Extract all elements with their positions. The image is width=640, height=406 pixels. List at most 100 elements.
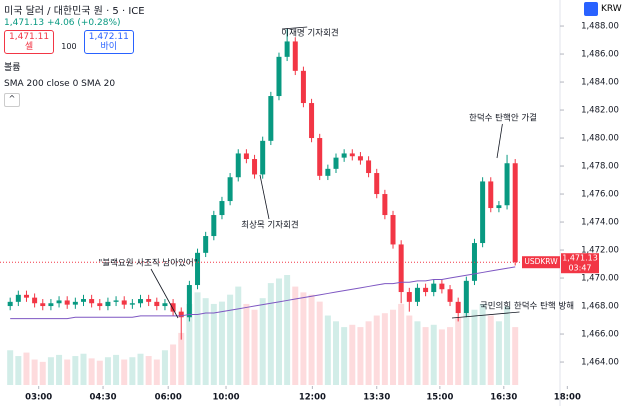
annotation: 국민의힘 한덕수 탄핵 방해 <box>480 301 574 312</box>
candle-body <box>72 301 78 305</box>
y-tick-label: 1,480.00 <box>581 134 619 144</box>
candle-body <box>121 300 127 305</box>
sell-label: 셀 <box>24 42 34 52</box>
y-tick-label: 1,468.00 <box>581 302 619 312</box>
volume-bar <box>186 303 193 385</box>
candle-body <box>64 300 70 305</box>
volume-bar <box>341 327 348 385</box>
y-tick-label: 1,474.00 <box>581 218 619 228</box>
y-tick-label: 1,476.00 <box>581 190 619 200</box>
buy-button[interactable]: 1,472.11 바이 <box>83 30 134 54</box>
candle-body <box>382 194 388 216</box>
volume-bar <box>438 329 445 385</box>
volume-bar <box>47 357 54 385</box>
volume-bar <box>455 317 462 385</box>
candle-body <box>235 153 241 178</box>
candle-body <box>89 299 95 304</box>
annotation: 이재명 기자회견 <box>281 28 338 39</box>
candle-body <box>512 163 518 263</box>
volume-bar <box>365 321 372 385</box>
volume-bar <box>31 359 38 385</box>
volume-bar <box>194 292 201 385</box>
symbol: 미국 달러 / 대한민국 원 · 5 · ICE <box>4 6 145 17</box>
volume-bar <box>104 357 111 385</box>
x-tick-label: 03:00 <box>25 393 52 403</box>
volume-bar <box>373 315 380 385</box>
volume-bar <box>251 309 258 385</box>
y-tick-label: 1,472.00 <box>581 246 619 256</box>
volume-bar <box>414 321 421 385</box>
candle-body <box>488 181 494 209</box>
y-tick-label: 1,464.00 <box>581 358 619 368</box>
annotation-arrow <box>259 174 270 220</box>
candle-body <box>496 205 502 209</box>
candle-body <box>260 140 266 175</box>
candle-body <box>276 56 282 97</box>
volume-bar <box>398 303 405 385</box>
candle-body <box>48 303 54 307</box>
order-row: 1,471.11 셀 100 1,472.11 바이 <box>4 30 145 54</box>
candle-body <box>333 157 339 169</box>
candle-body <box>252 159 258 175</box>
candle-body <box>447 289 453 302</box>
volume-bar <box>80 353 87 385</box>
y-tick-label: 1,470.00 <box>581 274 619 284</box>
volume-label: 볼륨 <box>4 63 21 73</box>
volume-bar <box>145 356 152 385</box>
volume-bar <box>316 301 323 385</box>
collapse-button[interactable]: ^ <box>4 93 20 107</box>
candle-body <box>129 303 135 305</box>
currency: KRW <box>584 2 622 16</box>
candle-body <box>463 280 469 314</box>
sma-label: SMA 200 close 0 SMA 20 <box>4 79 116 89</box>
quote: 1,471.13 +4.06 (+0.28%) <box>4 18 121 28</box>
volume-bar <box>129 357 136 385</box>
x-tick-label: 15:00 <box>426 393 453 403</box>
volume-bar <box>56 354 63 385</box>
candle-body <box>219 201 225 216</box>
volume-bar <box>137 353 144 385</box>
candle-body <box>431 283 437 293</box>
candle-body <box>357 156 363 161</box>
volume-bar <box>333 321 339 385</box>
annotation-arrow <box>496 123 503 159</box>
candle-body <box>15 294 21 302</box>
y-tick-label: 1,486.00 <box>581 50 619 60</box>
volume-bar <box>202 298 209 385</box>
volume-bar <box>512 327 519 385</box>
candle-body <box>170 303 176 312</box>
y-tick-label: 1,482.00 <box>581 106 619 116</box>
candle-body <box>56 300 62 304</box>
candle-body <box>113 300 119 302</box>
volume-bar <box>406 315 413 385</box>
volume-bar <box>300 292 307 385</box>
sell-button[interactable]: 1,471.11 셀 <box>4 30 55 54</box>
volume-bar <box>447 327 454 385</box>
volume-bar <box>308 294 315 385</box>
volume-bar <box>113 354 120 385</box>
candle-body <box>374 173 380 195</box>
candle-body <box>341 153 347 158</box>
candle-body <box>455 301 461 314</box>
candle-body <box>268 96 274 141</box>
buy-label: 바이 <box>100 42 118 52</box>
volume-bar <box>275 278 282 385</box>
annotation-arrow <box>281 26 308 30</box>
volume-bar <box>357 327 364 385</box>
candle-body <box>80 299 86 302</box>
volume-bar <box>422 327 429 385</box>
volume-bar <box>178 332 185 385</box>
currency-label[interactable]: KRW <box>601 4 622 14</box>
annotation: 한덕수 탄핵안 가결 <box>469 113 537 124</box>
y-tick-label: 1,478.00 <box>581 162 619 172</box>
candle-body <box>7 301 13 307</box>
volume-bar <box>292 286 299 385</box>
annotation: "블랙요원 사조직 남아있어" <box>98 258 197 269</box>
candle-body <box>32 297 38 304</box>
volume-bar <box>72 356 79 385</box>
candle-body <box>406 292 412 302</box>
price-label-box <box>561 253 599 274</box>
volume-bar <box>349 324 356 385</box>
annotation: 최상목 기자회견 <box>241 220 298 231</box>
